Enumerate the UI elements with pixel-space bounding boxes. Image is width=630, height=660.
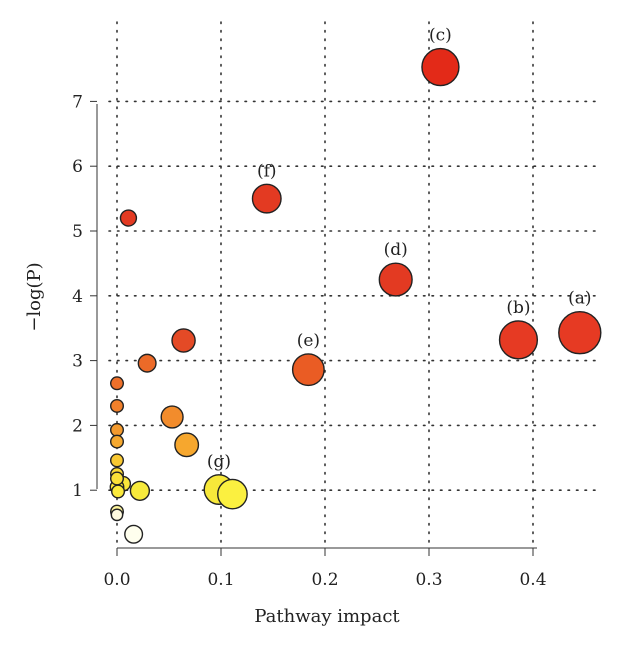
y-tick-label: 6 (72, 157, 83, 177)
pathway-bubble[interactable] (137, 353, 157, 373)
y-axis-title: −log(P) (24, 262, 45, 331)
axis-layer (96, 104, 537, 549)
y-tick-label: 3 (72, 352, 83, 372)
pathway-bubble[interactable] (217, 478, 248, 510)
tick-layer: 0.0 0.1 0.2 0.3 0.4 1 2 3 4 5 6 7 (72, 92, 546, 590)
pathway-bubble[interactable] (109, 398, 124, 413)
point-label-layer: (a) (b) (c) (d) (e) (g) (f) (207, 26, 592, 472)
pathway-bubble[interactable] (129, 480, 151, 501)
y-tick-label: 1 (72, 481, 83, 501)
bubble-layer (109, 47, 602, 544)
grid-layer (108, 21, 601, 549)
pathway-point-label: (a) (568, 289, 591, 309)
pathway-bubble[interactable] (111, 484, 126, 499)
pathway-bubble[interactable] (119, 209, 138, 227)
pathway-point-label: (e) (297, 331, 320, 351)
y-tick-label: 5 (72, 222, 83, 242)
x-tick-label: 0.3 (415, 570, 442, 590)
pathway-bubble[interactable] (109, 422, 124, 437)
pathway-point-label: (g) (207, 452, 231, 472)
x-tick-label: 0.1 (207, 570, 234, 590)
y-tick-label: 4 (72, 287, 83, 307)
pathway-bubble[interactable] (124, 524, 144, 544)
pathway-bubble[interactable] (109, 453, 124, 468)
pathway-point-label: (b) (506, 298, 530, 318)
pathway-bubble[interactable] (109, 471, 124, 486)
pathway-bubble[interactable] (110, 508, 124, 522)
pathway-bubble[interactable] (160, 405, 184, 429)
x-tick-label: 0.4 (519, 570, 546, 590)
pathway-bubble[interactable] (421, 47, 460, 87)
pathway-point-label: (c) (429, 26, 452, 46)
x-tick-label: 0.0 (103, 570, 130, 590)
pathway-point-label: (d) (384, 240, 408, 260)
pathway-bubble[interactable] (171, 328, 196, 353)
pathway-bubble[interactable] (109, 376, 124, 391)
pathway-bubble[interactable] (558, 311, 602, 355)
pathway-bubble[interactable] (378, 262, 413, 297)
pathway-point-label: (f) (257, 161, 277, 181)
pathway-bubble[interactable] (174, 432, 200, 458)
pathway-bubble[interactable] (109, 434, 124, 449)
y-tick-label: 7 (72, 92, 83, 112)
y-tick-label: 2 (72, 416, 83, 436)
x-axis-title: Pathway impact (254, 606, 400, 627)
pathway-bubble[interactable] (498, 320, 539, 360)
pathway-bubble[interactable] (251, 183, 282, 214)
pathway-bubble[interactable] (291, 353, 325, 387)
x-tick-label: 0.2 (311, 570, 338, 590)
